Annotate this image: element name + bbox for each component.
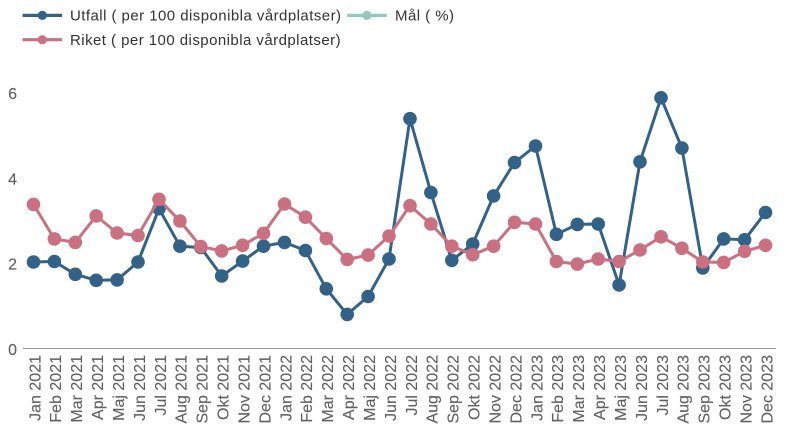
svg-text:Utfall ( per 100 disponibla vå: Utfall ( per 100 disponibla vårdplatser): [70, 8, 341, 25]
svg-text:Jan 2021: Jan 2021: [27, 355, 44, 421]
svg-text:Jan 2022: Jan 2022: [278, 355, 295, 421]
svg-text:Apr 2021: Apr 2021: [90, 355, 107, 420]
svg-text:Dec 2023: Dec 2023: [759, 355, 776, 424]
svg-text:Dec 2022: Dec 2022: [508, 355, 525, 424]
svg-text:Aug 2022: Aug 2022: [425, 355, 442, 424]
svg-text:4: 4: [8, 171, 17, 188]
svg-text:Nov 2022: Nov 2022: [487, 355, 504, 424]
svg-text:Aug 2021: Aug 2021: [174, 355, 191, 424]
svg-text:Mar 2021: Mar 2021: [69, 355, 86, 423]
svg-text:Okt 2023: Okt 2023: [718, 355, 735, 420]
svg-text:Okt 2022: Okt 2022: [467, 355, 484, 420]
svg-text:Nov 2023: Nov 2023: [738, 355, 755, 424]
svg-text:Feb 2023: Feb 2023: [550, 355, 567, 423]
svg-text:Sep 2023: Sep 2023: [697, 355, 714, 424]
svg-text:Jul 2021: Jul 2021: [153, 355, 170, 416]
svg-text:Jun 2021: Jun 2021: [132, 355, 149, 421]
svg-text:Mar 2023: Mar 2023: [571, 355, 588, 423]
svg-text:Dec 2021: Dec 2021: [257, 355, 274, 424]
svg-text:Feb 2022: Feb 2022: [299, 355, 316, 423]
svg-text:Maj 2021: Maj 2021: [111, 355, 128, 421]
svg-text:Aug 2023: Aug 2023: [676, 355, 693, 424]
svg-text:0: 0: [8, 342, 17, 359]
svg-text:Nov 2021: Nov 2021: [236, 355, 253, 424]
svg-text:6: 6: [8, 86, 17, 103]
svg-text:Feb 2021: Feb 2021: [48, 355, 65, 423]
svg-text:Maj 2022: Maj 2022: [362, 355, 379, 421]
svg-text:Apr 2023: Apr 2023: [592, 355, 609, 420]
svg-text:Jun 2022: Jun 2022: [383, 355, 400, 421]
svg-text:Mål ( %): Mål ( %): [395, 8, 454, 25]
svg-text:Sep 2021: Sep 2021: [195, 355, 212, 424]
svg-text:Jan 2023: Jan 2023: [529, 355, 546, 421]
svg-text:Riket ( per 100 disponibla vår: Riket ( per 100 disponibla vårdplatser): [70, 32, 341, 49]
svg-text:Jul 2022: Jul 2022: [404, 355, 421, 416]
svg-text:Sep 2022: Sep 2022: [446, 355, 463, 424]
svg-text:Jul 2023: Jul 2023: [655, 355, 672, 416]
svg-text:Okt 2021: Okt 2021: [216, 355, 233, 420]
svg-text:2: 2: [8, 257, 17, 274]
svg-text:Apr 2022: Apr 2022: [341, 355, 358, 420]
svg-text:Mar 2022: Mar 2022: [320, 355, 337, 423]
svg-text:Maj 2023: Maj 2023: [613, 355, 630, 421]
svg-text:Jun 2023: Jun 2023: [634, 355, 651, 421]
